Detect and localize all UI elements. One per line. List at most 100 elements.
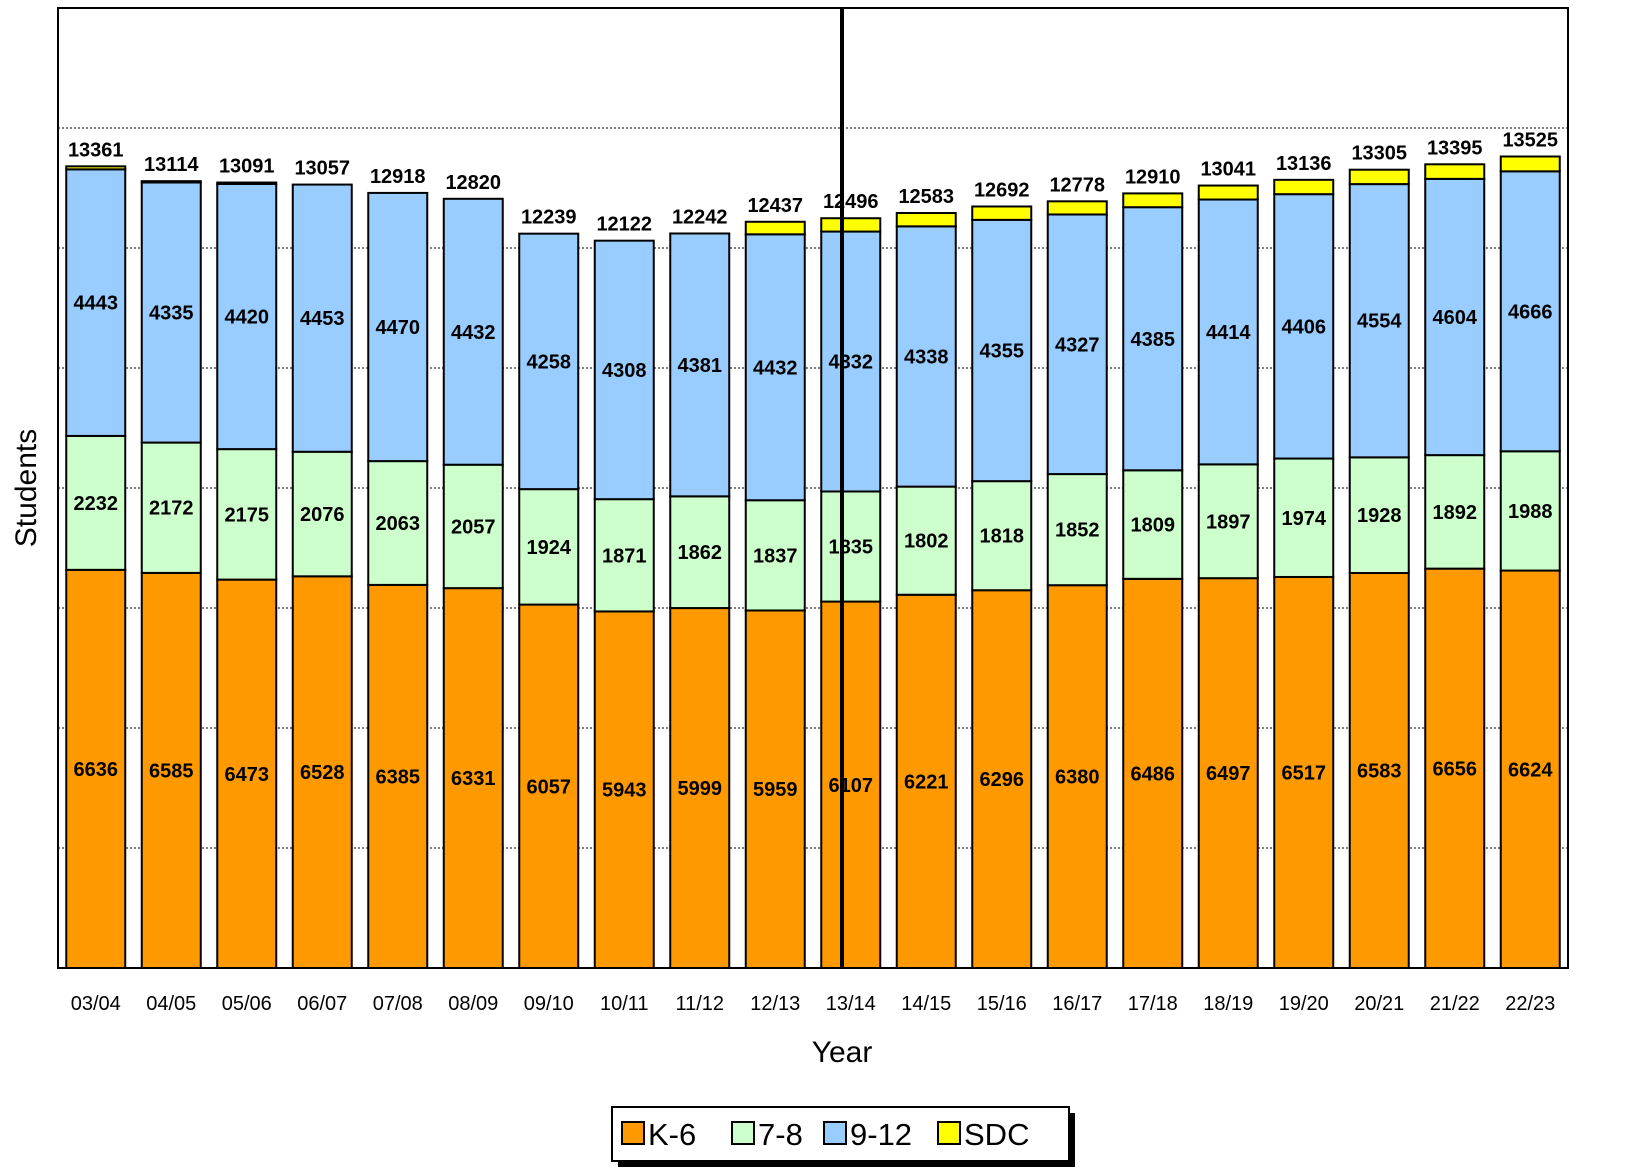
bar-segment-sdc (65, 165, 127, 171)
value-label-gr7-8: 1871 (602, 545, 647, 567)
bar-segment-gr9-12 (291, 183, 353, 453)
bar-segment-gr9-12 (1499, 170, 1561, 453)
value-label-gr9-12: 4420 (225, 307, 270, 329)
value-label-gr7-8: 2063 (376, 513, 421, 535)
bar-segment-gr9-12 (1348, 183, 1410, 459)
x-tick-label: 09/10 (524, 993, 574, 1015)
bar-segment-gr7-8 (140, 441, 202, 574)
x-tick-label: 22/23 (1505, 993, 1555, 1015)
y-axis-title: Students (10, 429, 43, 547)
x-tick-label: 04/05 (146, 993, 196, 1015)
bar-segment-gr9-12 (65, 168, 127, 437)
value-label-k6: 6636 (74, 759, 119, 781)
bar-segment-gr9-12 (1273, 193, 1335, 460)
value-label-gr7-8: 1852 (1055, 520, 1100, 542)
bar-segment-sdc (1197, 184, 1259, 201)
value-label-gr7-8: 1988 (1508, 501, 1553, 523)
value-label-gr9-12: 4470 (376, 317, 421, 339)
bar-segment-gr7-8 (1348, 456, 1410, 575)
value-label-gr7-8: 1862 (678, 542, 723, 564)
bar-segment-sdc (1046, 200, 1108, 216)
x-tick-label: 20/21 (1354, 993, 1404, 1015)
total-label: 12583 (898, 186, 954, 208)
bar-segment-gr7-8 (518, 488, 580, 606)
value-label-k6: 6528 (300, 762, 345, 784)
x-tick-label: 07/08 (373, 993, 423, 1015)
bar-segment-k6 (140, 571, 202, 970)
total-label: 12910 (1125, 166, 1181, 188)
value-label-k6: 6583 (1357, 761, 1402, 783)
total-label: 12918 (370, 166, 426, 188)
legend-swatch-gr9-12 (823, 1121, 847, 1145)
x-tick-label: 19/20 (1279, 993, 1329, 1015)
bar-segment-gr9-12 (971, 218, 1033, 483)
value-label-gr9-12: 4332 (829, 352, 874, 374)
total-label: 13395 (1427, 137, 1483, 159)
value-label-gr9-12: 4338 (904, 346, 949, 368)
total-label: 13136 (1276, 153, 1332, 175)
value-label-k6: 6585 (149, 760, 194, 782)
value-label-gr9-12: 4432 (753, 357, 798, 379)
bar-segment-gr9-12 (1424, 177, 1486, 457)
bar-segment-k6 (1122, 577, 1184, 970)
x-axis-title: Year (812, 1036, 873, 1069)
total-label: 12437 (747, 195, 803, 217)
bar-segment-gr9-12 (895, 225, 957, 488)
value-label-gr9-12: 4327 (1055, 334, 1100, 356)
value-label-gr7-8: 2232 (74, 493, 119, 515)
bar-segment-gr7-8 (1122, 469, 1184, 580)
bar-segment-gr9-12 (1197, 198, 1259, 466)
value-label-gr9-12: 4381 (678, 355, 723, 377)
bar-segment-k6 (1499, 569, 1561, 969)
x-tick-label: 12/13 (750, 993, 800, 1015)
legend-label-gr7-8: 7-8 (758, 1117, 803, 1152)
value-label-gr7-8: 1835 (829, 537, 874, 559)
bar-segment-gr9-12 (593, 239, 655, 501)
value-label-gr7-8: 2172 (149, 498, 194, 520)
bar-segment-gr9-12 (1046, 213, 1108, 476)
bar-segment-k6 (1424, 567, 1486, 969)
value-label-k6: 6497 (1206, 763, 1251, 785)
x-tick-label: 08/09 (448, 993, 498, 1015)
bar-segment-gr9-12 (669, 232, 731, 498)
bar-segment-k6 (1046, 584, 1108, 969)
total-label: 13057 (294, 158, 350, 180)
bar-segment-sdc (1273, 178, 1335, 196)
bar-segment-k6 (65, 568, 127, 970)
value-label-k6: 6517 (1282, 762, 1327, 784)
bar-segment-gr7-8 (1197, 463, 1259, 580)
value-label-k6: 6107 (829, 775, 874, 797)
bar-segment-gr7-8 (1273, 457, 1335, 578)
value-label-k6: 6221 (904, 771, 949, 793)
legend: K-6 7-8 9-12 SDC (611, 1106, 1075, 1167)
bar-segment-gr7-8 (291, 450, 353, 578)
value-label-k6: 6385 (376, 766, 421, 788)
value-label-gr9-12: 4258 (527, 351, 572, 373)
value-label-gr9-12: 4355 (980, 341, 1025, 363)
bar-segment-k6 (820, 600, 882, 970)
bar-segment-sdc (820, 217, 882, 233)
bar-segment-gr7-8 (1424, 454, 1486, 570)
bar-segment-sdc (895, 212, 957, 228)
x-tick-label: 03/04 (71, 993, 121, 1015)
bar-segment-gr7-8 (65, 434, 127, 571)
value-label-k6: 5959 (753, 779, 798, 801)
x-tick-label: 21/22 (1430, 993, 1480, 1015)
value-label-gr9-12: 4443 (74, 293, 119, 315)
x-tick-label: 11/12 (675, 993, 724, 1015)
value-label-gr7-8: 1837 (753, 545, 798, 567)
value-label-gr7-8: 2076 (300, 504, 345, 526)
value-label-gr7-8: 2057 (451, 516, 496, 538)
total-label: 12496 (823, 191, 879, 213)
value-label-gr7-8: 1818 (980, 526, 1025, 548)
bar-segment-gr9-12 (518, 232, 580, 491)
bar-segment-k6 (593, 610, 655, 969)
value-label-gr7-8: 1802 (904, 531, 949, 553)
bar-segment-sdc (1424, 163, 1486, 180)
value-label-k6: 6473 (225, 764, 270, 786)
value-label-gr9-12: 4385 (1131, 329, 1176, 351)
bars: 6636 2232 4443 13361 6585 2172 4335 13114 6473 21… (65, 130, 1561, 970)
x-tick-label: 15/16 (977, 993, 1027, 1015)
bar-segment-sdc (744, 220, 806, 236)
